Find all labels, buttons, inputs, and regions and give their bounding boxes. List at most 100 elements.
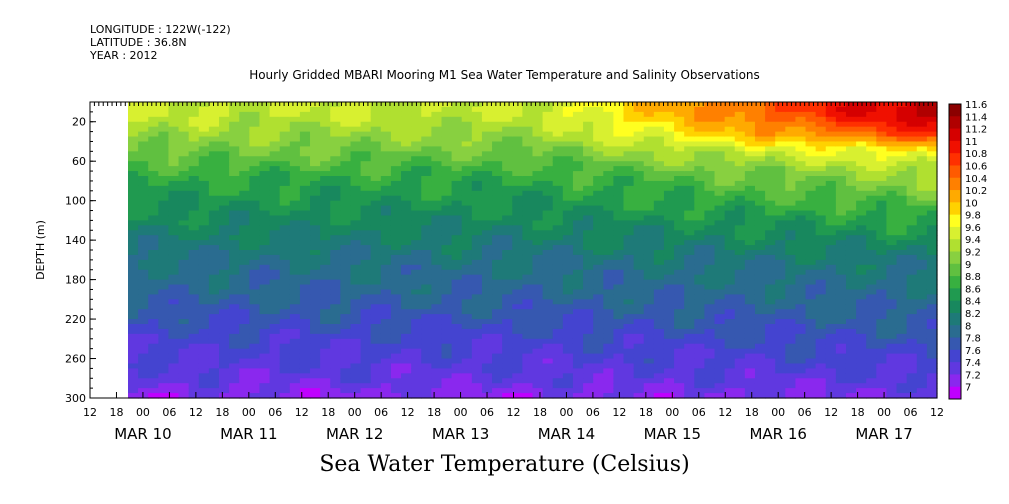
heatmap-cell [411,205,422,212]
heatmap-cell [492,200,503,207]
heatmap-cell [178,215,190,221]
heatmap-cell [431,205,443,212]
heatmap-cell [340,106,352,113]
heatmap-cell [441,259,453,266]
heatmap-cell [896,269,908,276]
heatmap-cell [724,190,736,197]
heatmap-cell [532,215,544,221]
heatmap-cell [866,304,877,310]
heatmap-cell [603,343,614,350]
heatmap-cell [259,146,271,152]
heatmap-cell [815,378,827,384]
heatmap-cell [451,250,463,256]
heatmap-cell [926,205,938,212]
heatmap-cell [158,388,170,394]
heatmap-cell [926,185,938,192]
heatmap-cell [158,284,170,291]
heatmap-cell [411,215,422,221]
heatmap-cell [330,333,341,340]
heatmap-cell [401,136,412,143]
heatmap-cell [532,373,544,379]
heatmap-cell [795,363,807,369]
heatmap-cell [886,151,898,157]
heatmap-cell [643,333,655,340]
heatmap-cell [633,185,645,192]
heatmap-cell [542,348,554,355]
heatmap-cell [825,294,837,300]
heatmap-cell [461,111,473,118]
heatmap-cell [441,240,453,246]
heatmap-cell [876,161,888,167]
heatmap-cell [330,338,341,345]
heatmap-cell [926,106,938,113]
heatmap-cell [330,156,341,162]
heatmap-cell [805,378,817,384]
heatmap-cell [562,215,574,221]
heatmap-cell [663,299,675,305]
heatmap-cell [714,131,726,138]
heatmap-cell [795,136,807,143]
heatmap-cell [128,259,139,266]
heatmap-cell [785,319,797,325]
heatmap-cell [663,319,675,325]
heatmap-cell [866,171,877,177]
heatmap-cell [765,200,776,207]
heatmap-cell [310,161,321,167]
heatmap-cell [310,383,321,389]
heatmap-cell [512,180,523,187]
heatmap-cell [279,284,291,291]
heatmap-cell [583,304,594,310]
heatmap-cell [916,151,928,157]
heatmap-cell [522,314,534,320]
heatmap-cell [583,393,594,399]
heatmap-cell [269,106,281,113]
heatmap-cell [259,136,271,143]
heatmap-cell [502,250,513,256]
heatmap-cell [522,274,534,281]
heatmap-cell [623,274,635,281]
heatmap-cell [542,328,554,335]
heatmap-cell [724,180,736,187]
heatmap-cell [663,314,675,320]
heatmap-cell [451,319,463,325]
heatmap-cell [512,388,523,394]
heatmap-cell [138,250,149,256]
heatmap-cell [158,294,170,300]
heatmap-cell [593,210,604,217]
heatmap-cell [674,235,685,241]
heatmap-cell [198,126,210,133]
heatmap-cell [269,141,281,147]
heatmap-cell [380,230,392,236]
heatmap-cell [128,156,139,162]
heatmap-cell [906,116,918,123]
heatmap-cell [431,215,443,221]
heatmap-cell [299,328,311,335]
heatmap-cell [765,264,776,271]
heatmap-cell [492,215,503,221]
heatmap-cell [835,235,847,241]
heatmap-cell [178,190,190,197]
heatmap-cell [350,319,362,325]
heatmap-cell [370,230,382,236]
heatmap-cell [229,230,240,236]
heatmap-cell [158,338,170,345]
heatmap-cell [411,156,422,162]
heatmap-cell [259,225,271,231]
heatmap-cell [674,363,685,369]
heatmap-cell [198,319,210,325]
heatmap-cell [441,269,453,276]
heatmap-cell [866,289,877,295]
heatmap-cell [815,264,827,271]
heatmap-cell [916,358,928,365]
heatmap-cell [279,156,291,162]
heatmap-cell [714,102,726,108]
heatmap-cell [572,161,584,167]
heatmap-cell [704,210,716,217]
heatmap-cell [886,328,898,335]
heatmap-cell [208,358,220,365]
heatmap-cell [835,245,847,251]
heatmap-cell [572,250,584,256]
heatmap-cell [421,373,432,379]
heatmap-cell [138,121,149,128]
heatmap-cell [603,116,614,123]
